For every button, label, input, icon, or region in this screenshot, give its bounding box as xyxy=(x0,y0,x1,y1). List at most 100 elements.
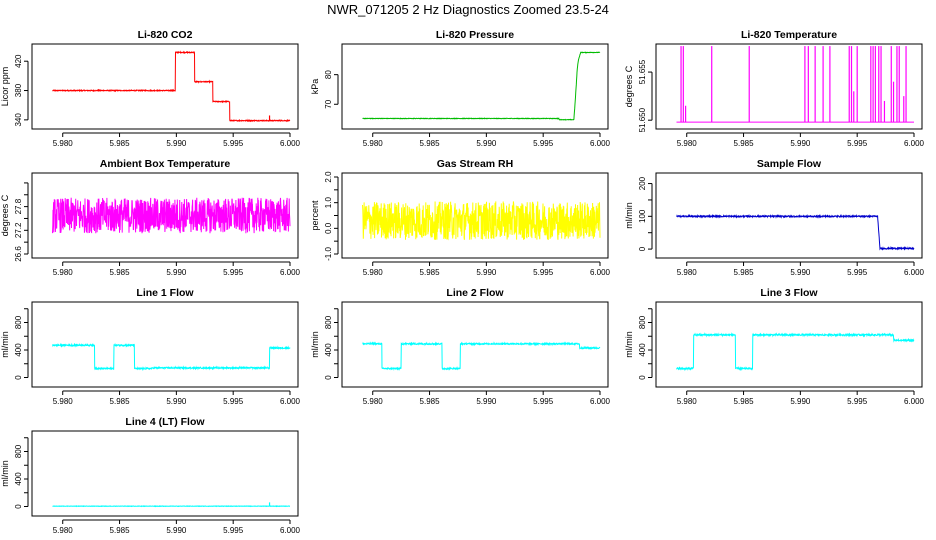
plot-frame xyxy=(655,172,923,259)
x-tick-label: 5.995 xyxy=(847,139,868,148)
panel-title: Line 3 Flow xyxy=(760,287,818,299)
y-tick-label: 380 xyxy=(14,83,23,97)
y-tick-label: 26.6 xyxy=(14,246,23,262)
y-axis-label: kPa xyxy=(310,79,320,95)
x-tick-label: 5.980 xyxy=(363,139,384,148)
x-tick-label: 5.985 xyxy=(734,397,755,406)
plot-frame xyxy=(655,301,923,388)
x-tick-label: 6.000 xyxy=(590,139,611,148)
y-tick-label: 27.2 xyxy=(14,222,23,238)
y-axis-label: degrees C xyxy=(0,194,10,236)
y-tick-label: 0 xyxy=(638,375,647,380)
x-tick-label: 5.995 xyxy=(847,397,868,406)
panel-4: Ambient Box Temperature degrees C 5.980 5.9… xyxy=(0,158,301,277)
x-tick-label: 5.985 xyxy=(420,139,441,148)
x-tick-label: 5.985 xyxy=(110,526,131,535)
x-tick-label: 6.000 xyxy=(904,268,925,277)
x-tick-label: 5.985 xyxy=(420,268,441,277)
y-tick-label: 400 xyxy=(324,343,333,357)
plot-frame xyxy=(31,301,299,388)
x-tick-label: 5.980 xyxy=(363,397,384,406)
x-tick-label: 5.980 xyxy=(53,526,74,535)
y-tick-label: 400 xyxy=(14,472,23,486)
y-tick-label: -1.0 xyxy=(324,247,333,261)
x-tick-label: 6.000 xyxy=(590,268,611,277)
x-tick-label: 5.980 xyxy=(53,268,74,277)
series-line xyxy=(362,341,601,371)
panel-7: Line 1 Flow ml/min 5.980 5.985 5.990 5.995 6.0… xyxy=(0,287,301,406)
panel-9: Line 3 Flow ml/min 5.980 5.985 5.990 5.995 6.0… xyxy=(624,287,925,406)
x-tick-label: 5.990 xyxy=(790,139,811,148)
y-tick-label: 400 xyxy=(14,343,23,357)
panel-title: Li-820 CO2 xyxy=(138,29,193,41)
series-line xyxy=(52,50,291,123)
x-tick-label: 6.000 xyxy=(904,139,925,148)
y-tick-label: 0 xyxy=(324,375,333,380)
y-tick-label: 800 xyxy=(324,315,333,329)
panel-title: Line 2 Flow xyxy=(446,287,504,299)
y-tick-label: 51.650 xyxy=(638,107,647,132)
y-tick-label: 0 xyxy=(638,246,647,251)
panel-8: Line 2 Flow ml/min 5.980 5.985 5.990 5.995 6.0… xyxy=(310,287,611,406)
y-tick-label: 400 xyxy=(638,343,647,357)
x-tick-label: 6.000 xyxy=(280,526,301,535)
x-tick-label: 5.995 xyxy=(223,397,244,406)
series-line xyxy=(676,332,915,372)
plot-frame xyxy=(31,430,299,517)
x-tick-label: 5.985 xyxy=(110,268,131,277)
series-line xyxy=(362,51,601,121)
series-line xyxy=(52,342,291,372)
series-line xyxy=(362,201,601,241)
y-axis-label: degrees C xyxy=(624,65,634,107)
x-tick-label: 5.990 xyxy=(790,397,811,406)
x-tick-label: 6.000 xyxy=(280,268,301,277)
y-axis-label: ml/min xyxy=(0,331,10,358)
y-tick-label: 800 xyxy=(14,444,23,458)
x-tick-label: 6.000 xyxy=(590,397,611,406)
x-tick-label: 5.990 xyxy=(166,526,187,535)
y-tick-label: 70 xyxy=(324,99,333,108)
y-tick-label: 100 xyxy=(638,209,647,223)
panel-2: Li-820 Pressure kPa 5.980 5.985 5.990 5.995 6.… xyxy=(310,29,611,148)
x-tick-label: 5.995 xyxy=(533,139,554,148)
x-tick-label: 5.985 xyxy=(734,139,755,148)
y-axis-label: ml/min xyxy=(310,331,320,358)
y-tick-label: 51.655 xyxy=(638,59,647,84)
y-axis-label: ml/min xyxy=(0,460,10,487)
x-tick-label: 5.980 xyxy=(363,268,384,277)
y-tick-label: 0 xyxy=(14,504,23,509)
y-axis-label: percent xyxy=(310,200,320,231)
figure-title: NWR_071205 2 Hz Diagnostics Zoomed 23.5-… xyxy=(327,2,609,17)
x-tick-label: 5.990 xyxy=(790,268,811,277)
x-tick-label: 5.990 xyxy=(476,268,497,277)
x-tick-label: 6.000 xyxy=(904,397,925,406)
y-axis-label: ml/min xyxy=(624,331,634,358)
x-tick-label: 5.995 xyxy=(847,268,868,277)
plot-frame xyxy=(655,43,923,130)
series-line xyxy=(52,197,291,234)
panel-title: Line 1 Flow xyxy=(136,287,194,299)
x-tick-label: 6.000 xyxy=(280,397,301,406)
y-tick-label: 200 xyxy=(638,176,647,190)
panel-5: Gas Stream RH percent 5.980 5.985 5.990 5.995… xyxy=(310,158,611,277)
x-tick-label: 5.985 xyxy=(110,397,131,406)
panel-title: Gas Stream RH xyxy=(437,158,513,170)
plot-frame xyxy=(341,43,609,130)
panel-6: Sample Flow ml/min 5.980 5.985 5.990 5.995 6.0… xyxy=(624,158,925,277)
panel-title: Sample Flow xyxy=(757,158,822,170)
panel-title: Li-820 Temperature xyxy=(741,29,837,41)
x-tick-label: 5.990 xyxy=(166,139,187,148)
y-axis-label: ml/min xyxy=(624,202,634,229)
x-tick-label: 5.990 xyxy=(166,397,187,406)
panel-3: Li-820 Temperature degrees C 5.980 5.985 5.9… xyxy=(624,29,925,148)
x-tick-label: 5.995 xyxy=(533,397,554,406)
panel-10: Line 4 (LT) Flow ml/min 5.980 5.985 5.990 5.9… xyxy=(0,416,301,535)
y-tick-label: 800 xyxy=(638,315,647,329)
y-tick-label: 800 xyxy=(14,315,23,329)
y-tick-label: 27.8 xyxy=(14,198,23,214)
x-tick-label: 5.990 xyxy=(476,139,497,148)
x-tick-label: 5.985 xyxy=(734,268,755,277)
x-tick-label: 5.985 xyxy=(420,397,441,406)
y-tick-label: 0 xyxy=(14,375,23,380)
